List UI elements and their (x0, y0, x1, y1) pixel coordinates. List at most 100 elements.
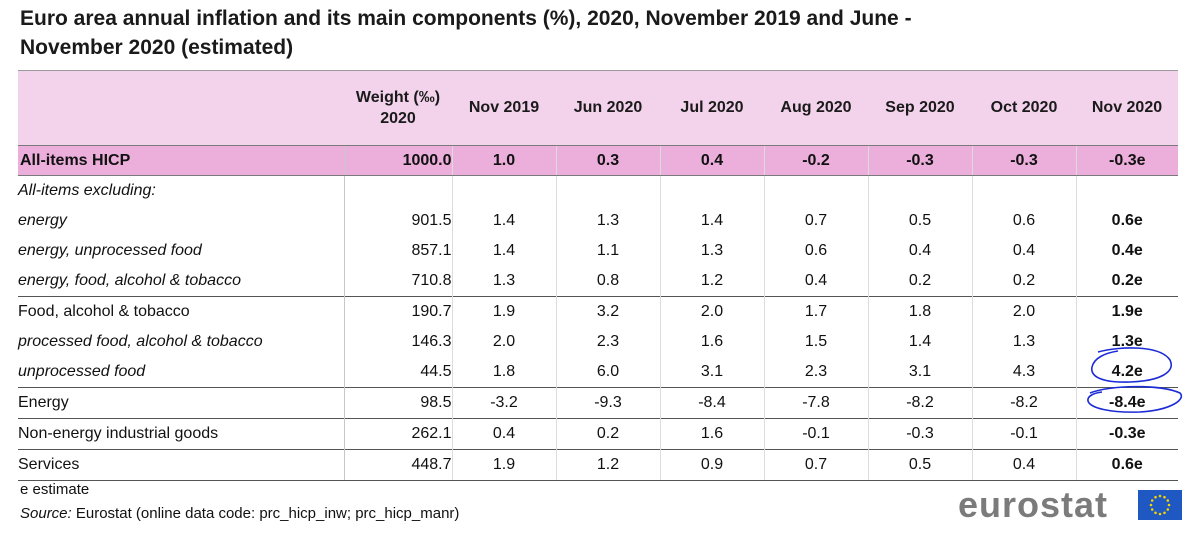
eu-star-icon (1163, 495, 1166, 499)
eu-star-icon (1158, 494, 1162, 498)
table-row: processed food, alcohol & tobacco 146.3 2.… (18, 327, 1178, 357)
value-cell: -0.1 (763, 418, 868, 450)
value-cell: 0.8 (555, 266, 660, 297)
row-label: energy (18, 212, 67, 229)
value-cell: 0.2 (971, 266, 1076, 297)
value-cell: 1.3 (451, 266, 556, 297)
value-cell (451, 175, 556, 206)
value-cell: 0.2e (1075, 266, 1178, 297)
value-cell: 1.9 (451, 449, 556, 481)
value-cell: 2.3 (763, 357, 868, 388)
table-row: energy 901.5 1.4 1.3 1.4 0.7 0.5 0.6 0.6e (18, 206, 1178, 236)
value-cell: -0.3e (1075, 145, 1178, 176)
eurostat-logo-text: eurostat (958, 484, 1109, 525)
table-title: Euro area annual inflation and its main … (20, 7, 912, 59)
source-line: Source: Eurostat (online data code: prc_… (20, 505, 459, 522)
row-label: Services (18, 449, 344, 481)
estimate-note: e estimate (20, 481, 90, 498)
value-cell: 0.7 (763, 206, 868, 236)
value-cell: 1.3 (971, 327, 1076, 357)
weight-cell: 710.8 (343, 266, 452, 297)
table-row: Non-energy industrial goods 262.1 0.4 0.2 1.… (18, 418, 1178, 450)
table-body: All-items HICP 1000.0 1.0 0.3 0.4 -0.2 -0.3 -0.… (18, 145, 1178, 481)
header-period: Sep 2020 (868, 70, 972, 146)
value-cell: 0.5 (867, 449, 972, 481)
value-cell: 0.5 (867, 206, 972, 236)
value-cell: 3.1 (867, 357, 972, 388)
value-cell: 2.0 (971, 296, 1076, 327)
value-cell (659, 175, 764, 206)
table-row: Energy 98.5 -3.2 -9.3 -8.4 -7.8 -8.2 -8.2 -8.4e (18, 387, 1178, 419)
header-period: Aug 2020 (764, 70, 868, 146)
value-cell: 1.8 (451, 357, 556, 388)
value-cell: 6.0 (555, 357, 660, 388)
value-cell: 1.3 (659, 236, 764, 266)
value-cell (555, 175, 660, 206)
header-label-cell (18, 70, 344, 146)
eu-star-icon (1167, 503, 1171, 507)
value-cell: 1.4 (451, 236, 556, 266)
row-label: energy, unprocessed food (18, 242, 202, 259)
value-cell: 0.4 (971, 236, 1076, 266)
header-period: Jul 2020 (660, 70, 764, 146)
table-row: Services 448.7 1.9 1.2 0.9 0.7 0.5 0.4 0.6e (18, 449, 1178, 481)
weight-cell: 98.5 (343, 387, 452, 419)
row-label: processed food, alcohol & tobacco (18, 333, 263, 350)
header-weight-year: 2020 (380, 110, 416, 127)
value-cell: 3.1 (659, 357, 764, 388)
weight-cell: 901.5 (343, 206, 452, 236)
weight-cell: 857.1 (343, 236, 452, 266)
value-cell: 1.9 (451, 296, 556, 327)
value-cell: -0.3e (1075, 418, 1178, 450)
eu-star-icon (1166, 499, 1170, 502)
eu-star-icon (1154, 511, 1157, 515)
value-cell: 4.2e (1075, 357, 1178, 388)
value-cell: 0.6 (763, 236, 868, 266)
value-cell: 0.4 (971, 449, 1076, 481)
value-cell: 1.4 (867, 327, 972, 357)
value-cell: 1.5 (763, 327, 868, 357)
header-row: Weight (‰) 2020 Nov 2019 Jun 2020 Jul 20… (18, 70, 1178, 146)
table-row: All-items HICP 1000.0 1.0 0.3 0.4 -0.2 -0.3 -0.… (18, 145, 1178, 176)
value-cell: -0.3 (867, 145, 972, 176)
table-row: All-items excluding: (18, 175, 1178, 206)
value-cell: 2.0 (659, 296, 764, 327)
header-period: Jun 2020 (556, 70, 660, 146)
value-cell: 1.9e (1075, 296, 1178, 327)
weight-cell: 146.3 (343, 327, 452, 357)
value-cell: 3.2 (555, 296, 660, 327)
value-cell: 1.2 (555, 449, 660, 481)
value-cell: 1.6 (659, 418, 764, 450)
table-row: Food, alcohol & tobacco 190.7 1.9 3.2 2.0 1.7… (18, 296, 1178, 327)
source-label: Source: (20, 505, 72, 522)
value-cell: 0.9 (659, 449, 764, 481)
value-cell: 1.3e (1075, 327, 1178, 357)
eu-star-icon (1166, 508, 1170, 511)
value-cell: 2.0 (451, 327, 556, 357)
value-cell: 0.4 (451, 418, 556, 450)
value-cell: -7.8 (763, 387, 868, 419)
table-row: energy, unprocessed food 857.1 1.4 1.1 1.3 0.… (18, 236, 1178, 266)
eu-star-icon (1149, 503, 1153, 507)
header-weight: Weight (‰) 2020 (344, 70, 452, 146)
value-cell: 0.3 (555, 145, 660, 176)
value-cell (867, 175, 972, 206)
weight-cell: 1000.0 (343, 145, 452, 176)
value-cell: 0.4 (659, 145, 764, 176)
value-cell: -8.4e (1075, 387, 1178, 419)
header-period: Nov 2019 (452, 70, 556, 146)
weight-cell: 44.5 (343, 357, 452, 388)
value-cell: 1.6 (659, 327, 764, 357)
table-row: unprocessed food 44.5 1.8 6.0 3.1 2.3 3.1 4.3 4.… (18, 357, 1178, 388)
weight-cell (343, 175, 452, 206)
value-cell: -0.1 (971, 418, 1076, 450)
value-cell: 1.4 (451, 206, 556, 236)
eu-star-icon (1150, 499, 1154, 502)
weight-cell: 448.7 (343, 449, 452, 481)
value-cell: 1.8 (867, 296, 972, 327)
table-row: energy, food, alcohol & tobacco 710.8 1.3 0… (18, 266, 1178, 297)
value-cell: -3.2 (451, 387, 556, 419)
value-cell: 1.1 (555, 236, 660, 266)
row-label: Non-energy industrial goods (18, 418, 344, 450)
value-cell: -0.3 (867, 418, 972, 450)
